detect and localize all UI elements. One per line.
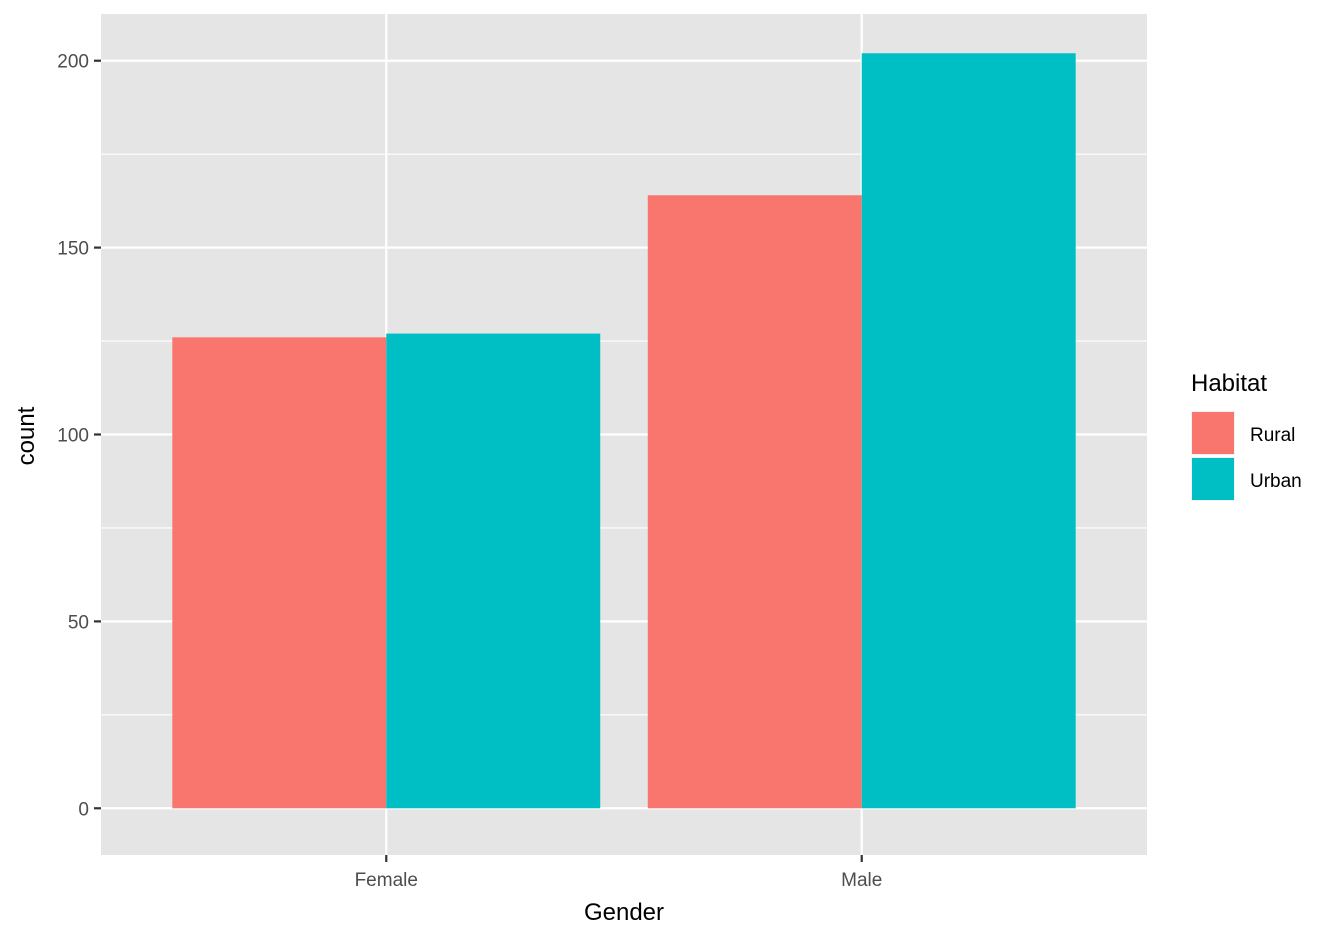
bars	[172, 53, 1076, 809]
legend: Habitat Rural Urban	[1191, 370, 1302, 501]
y-axis: 0 50 100 150 200	[57, 52, 101, 820]
bar-urban-male	[861, 53, 1076, 809]
x-axis: Female Male	[355, 855, 882, 891]
x-axis-title: Gender	[584, 899, 664, 926]
y-tick-label: 100	[57, 426, 89, 447]
legend-label-rural: Rural	[1250, 425, 1295, 446]
x-tick-label: Female	[355, 870, 418, 891]
legend-swatch-urban	[1192, 458, 1234, 500]
legend-label-urban: Urban	[1250, 471, 1302, 492]
x-tick-label: Male	[841, 870, 882, 891]
bar-rural-female	[172, 337, 387, 809]
y-axis-title: count	[13, 406, 40, 465]
legend-title: Habitat	[1191, 370, 1267, 397]
bar-rural-male	[647, 195, 862, 809]
y-tick-label: 50	[68, 612, 89, 633]
y-tick-label: 200	[57, 52, 89, 73]
y-tick-label: 0	[78, 799, 89, 820]
bar-urban-female	[386, 333, 601, 809]
legend-swatch-rural	[1192, 412, 1234, 454]
y-tick-label: 150	[57, 239, 89, 260]
